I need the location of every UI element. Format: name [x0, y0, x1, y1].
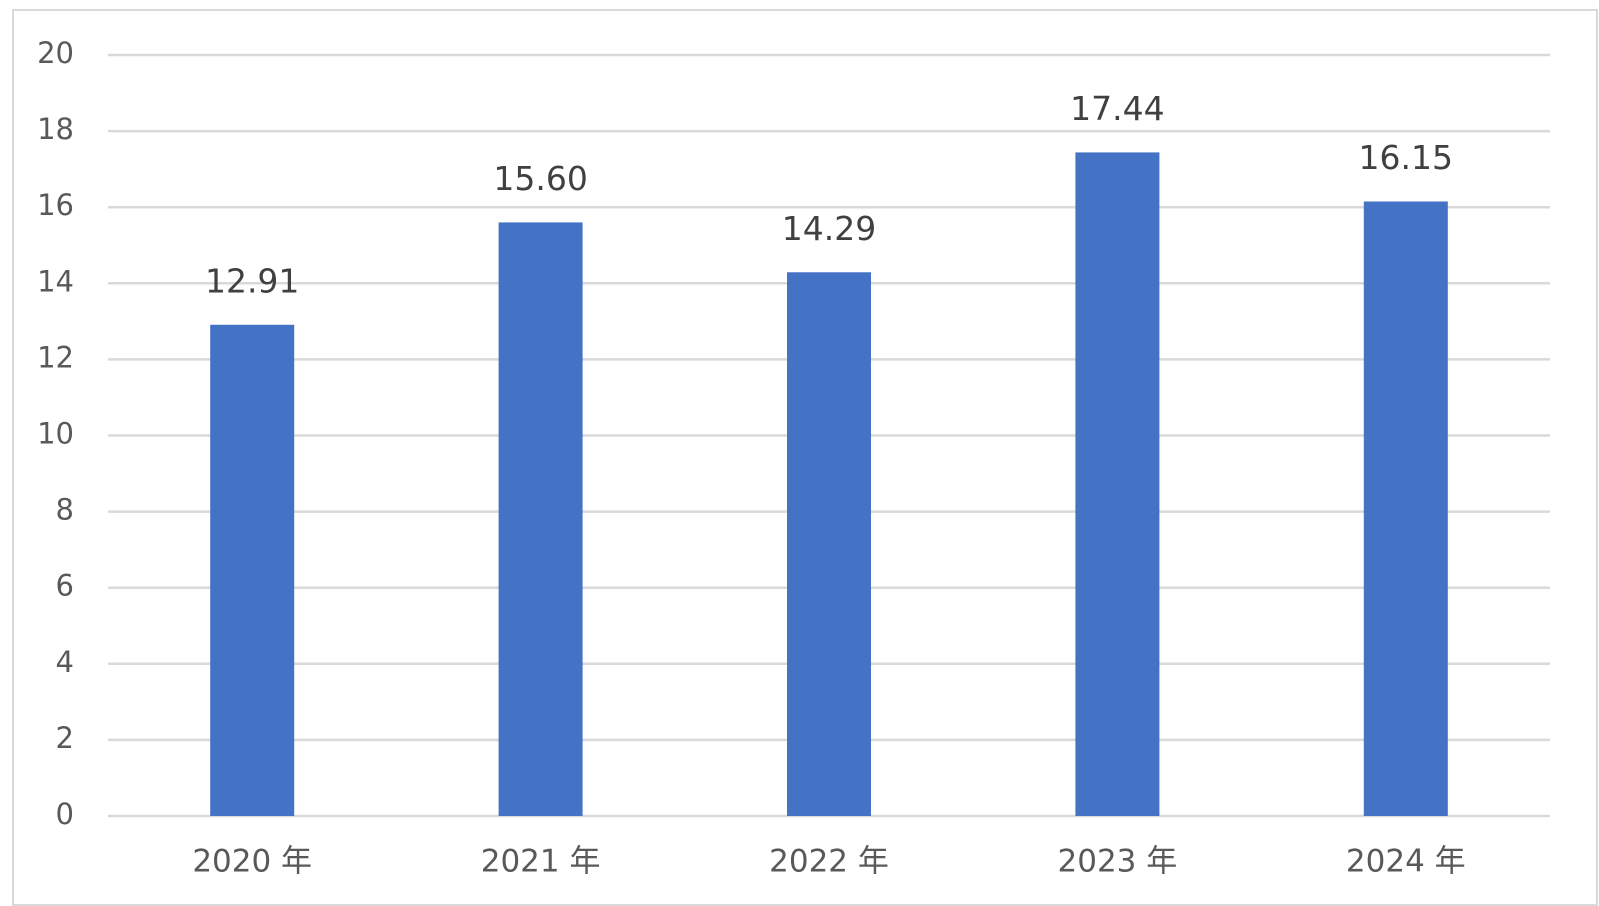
y-tick-label: 16: [37, 188, 74, 222]
x-tick-label: 2020 年: [192, 844, 312, 880]
x-tick-label: 2024 年: [1346, 844, 1466, 880]
data-label: 12.91: [205, 261, 299, 300]
y-tick-label: 20: [37, 36, 74, 70]
data-label: 14.29: [782, 209, 876, 248]
bar: [787, 272, 871, 816]
x-tick-label: 2021 年: [481, 844, 601, 880]
y-tick-label: 4: [56, 645, 74, 679]
data-label: 16.15: [1359, 138, 1453, 177]
y-tick-label: 18: [37, 112, 74, 146]
bar: [498, 222, 583, 817]
y-tick-label: 2: [56, 721, 74, 755]
data-label: 17.44: [1070, 89, 1164, 128]
x-tick-label: 2022 年: [769, 844, 889, 880]
y-tick-label: 14: [37, 264, 74, 298]
bar: [1075, 152, 1160, 816]
y-tick-label: 8: [56, 493, 74, 527]
bar: [210, 324, 295, 816]
y-tick-label: 12: [37, 340, 74, 374]
y-tick-label: 0: [56, 797, 74, 831]
x-tick-label: 2023 年: [1058, 844, 1178, 880]
bar: [1363, 201, 1448, 816]
y-tick-label: 10: [37, 417, 74, 451]
data-label: 15.60: [493, 159, 587, 198]
y-tick-label: 6: [56, 569, 74, 603]
